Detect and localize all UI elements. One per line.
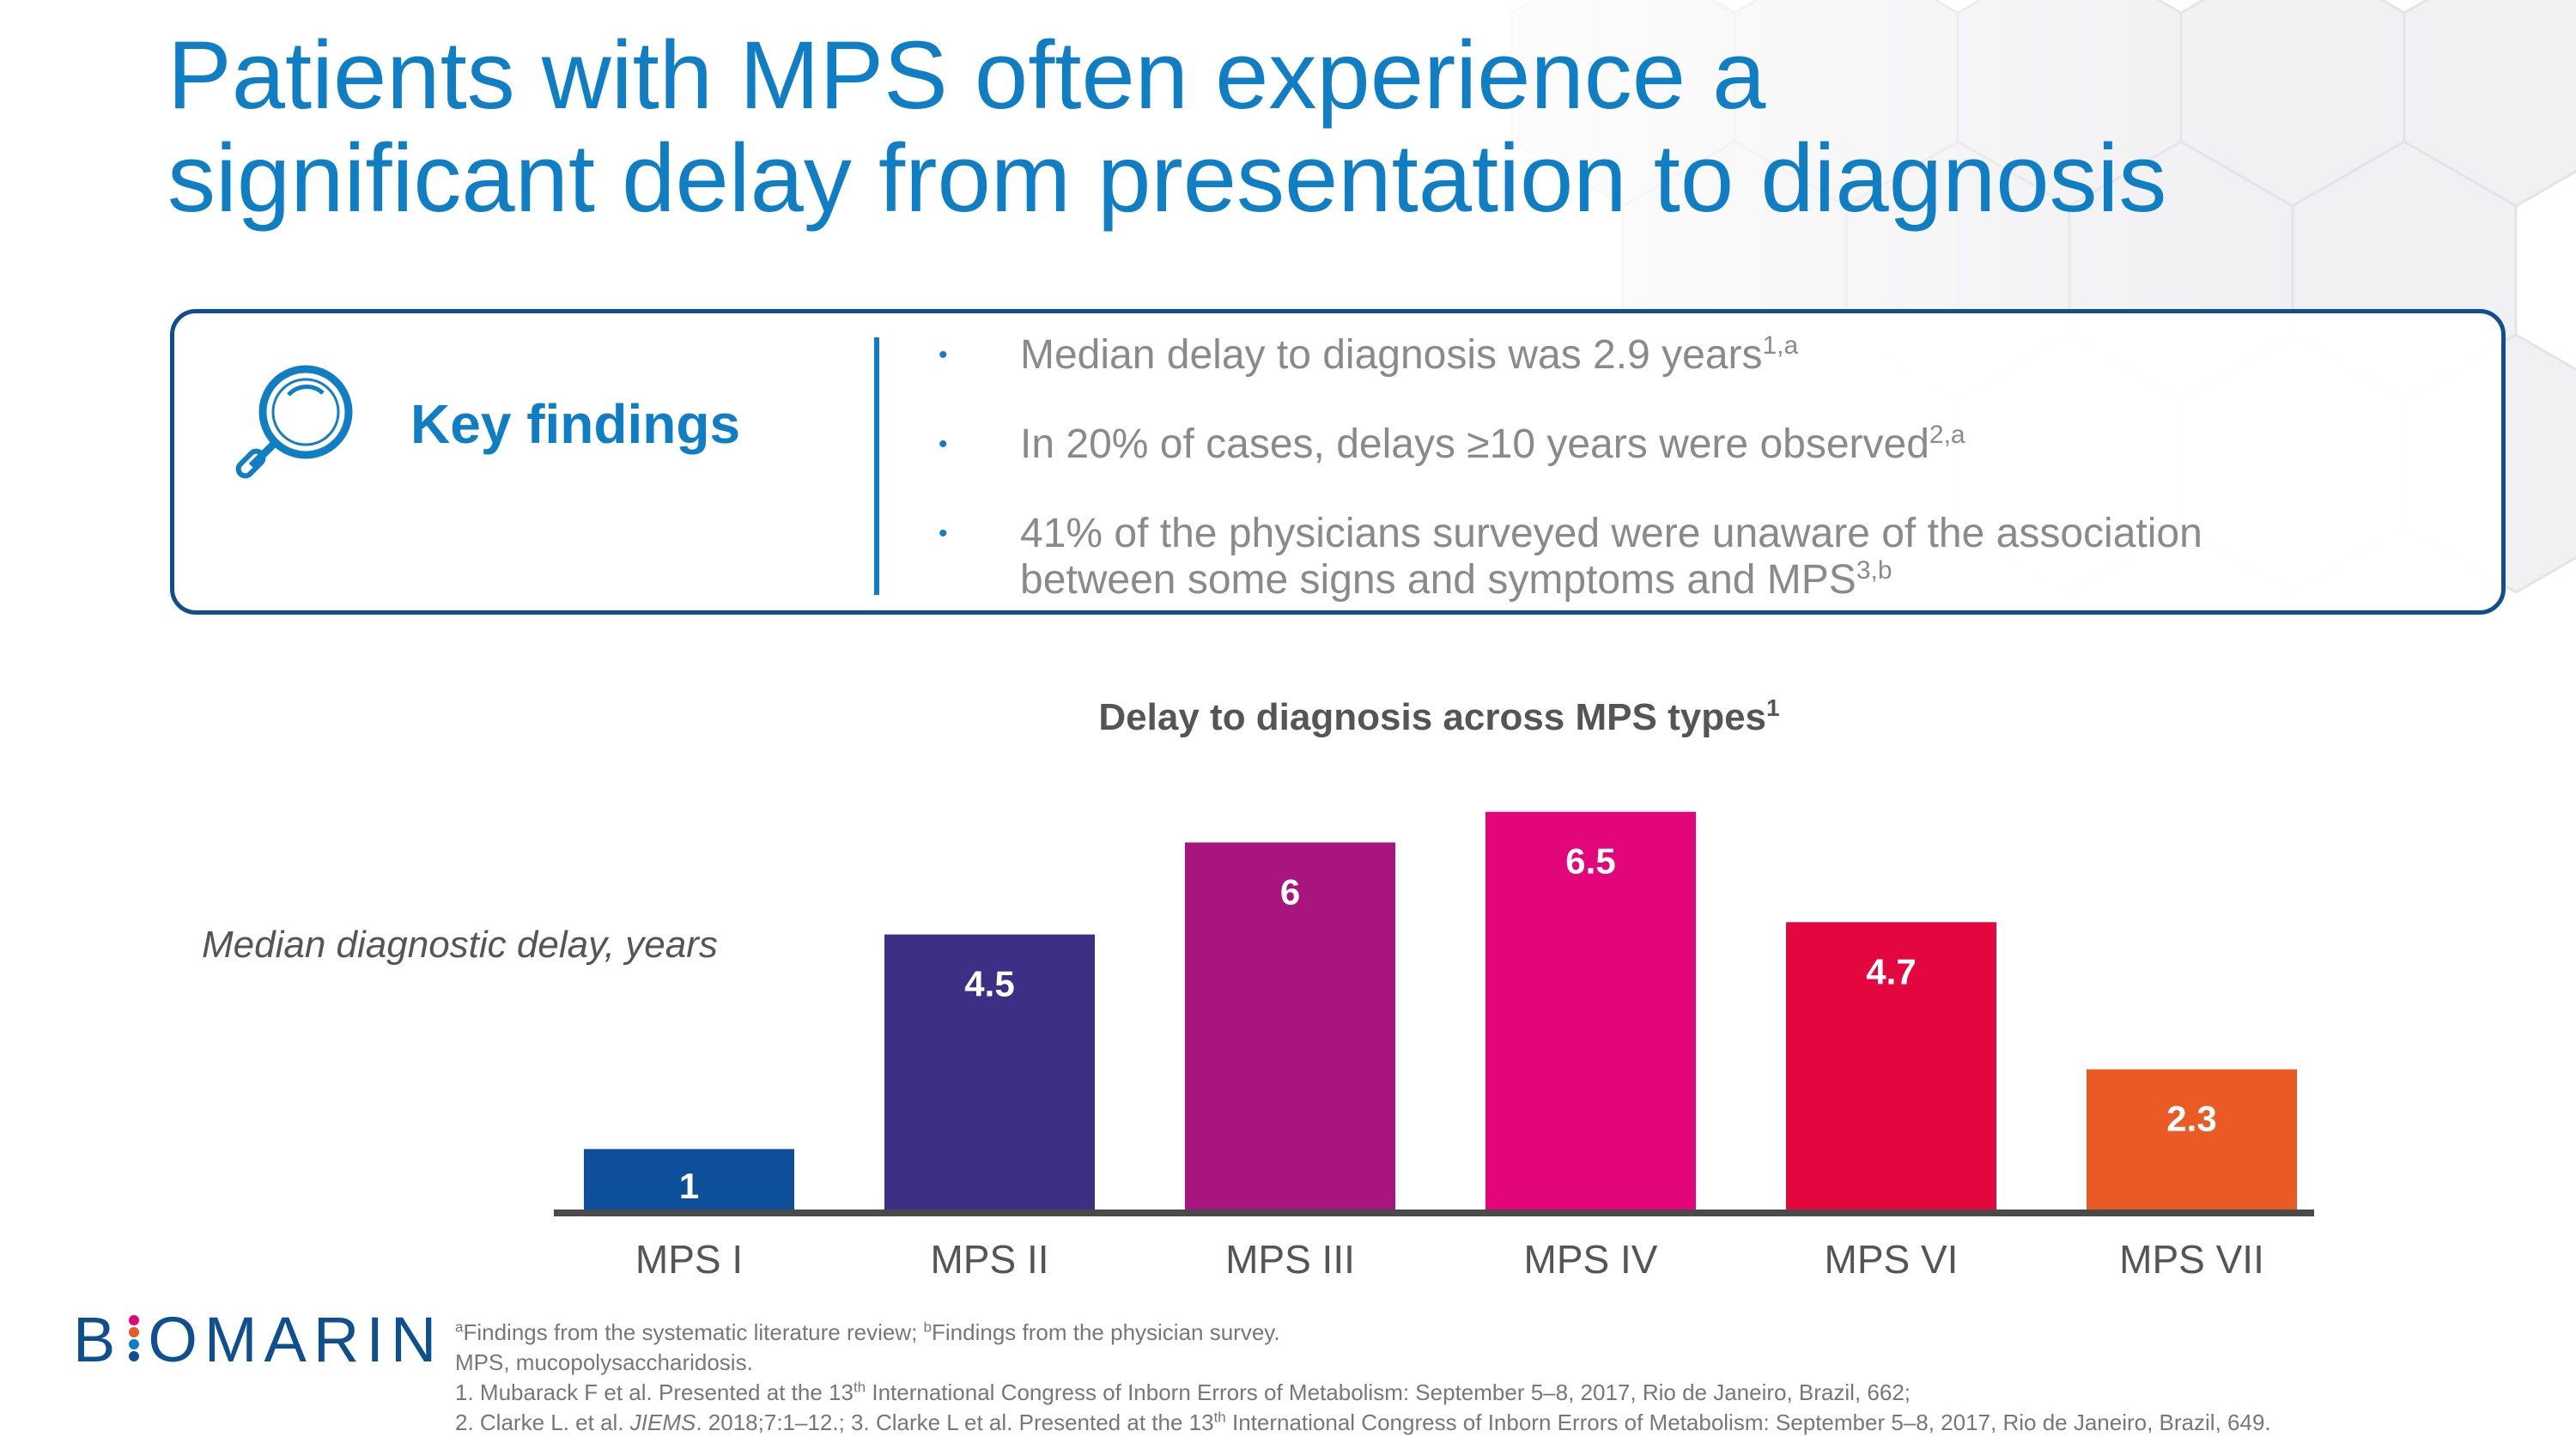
logo-text-right: OMARIN [148,1304,444,1375]
bar-mps-vii [2087,1069,2297,1210]
footnote-findings: aFindings from the systematic literature… [455,1318,2550,1348]
finding-text-line-1: 41% of the physicians surveyed were unaw… [1020,511,2202,556]
footnote-reference-1: 1. Mubarack F et al. Presented at the 13… [455,1379,1911,1405]
data-label: 6.5 [1565,841,1615,882]
bullet: • [939,341,948,369]
logo-dots-icon [125,1313,144,1365]
logo-dot [129,1315,140,1325]
logo-dot [129,1351,140,1361]
bar-mps-ii [884,934,1095,1210]
bar-group: 1 MPS I 4.5 MPS II 6 MPS III 6.5 MPS IV 4.7 MPS V… [584,811,2297,1282]
logo-dot [129,1339,140,1349]
key-findings-divider [874,337,879,595]
finding-ref: 1,a [1762,331,1799,360]
x-tick-label: MPS II [930,1237,1048,1282]
footnote-abbreviation: MPS, mucopolysaccharidosis. [455,1349,753,1375]
bar-mps-iii [1185,842,1395,1210]
logo-dot [129,1327,140,1337]
finding-item: • Median delay to diagnosis was 2.9 year… [939,331,2428,379]
footnote-marker-b: b [923,1319,933,1336]
x-tick-label: MPS IV [1524,1237,1658,1282]
x-tick-label: MPS VII [2119,1237,2264,1282]
magnifier-icon [235,365,353,479]
finding-text: Median delay to diagnosis was 2.9 years [1020,332,1763,378]
finding-ref: 3,b [1856,556,1893,585]
biomarin-logo: B OMARIN [73,1303,443,1376]
title-line-1: Patients with MPS often experience a [167,21,1766,129]
key-findings-heading: Key findings [410,393,741,455]
footnotes: aFindings from the systematic literature… [455,1318,2550,1438]
data-label: 4.5 [964,964,1014,1004]
data-label: 1 [679,1166,699,1206]
data-label: 6 [1280,871,1300,912]
finding-ref: 2,a [1929,421,1965,449]
key-findings-box: Key findings • Median delay to diagnosis… [170,309,2506,615]
data-label: 4.7 [1866,951,1916,991]
chart-title: Delay to diagnosis across MPS types1 [1098,694,1779,738]
footnote-b-text: Findings from the physician survey. [932,1319,1280,1345]
finding-text: In 20% of cases, delays ≥10 years were o… [1020,421,1929,467]
finding-text-line-2: between some signs and symptoms and MPS [1020,557,1856,603]
footnote-reference-2: 2. Clarke L. et al. JIEMS. 2018;7:1–12.;… [455,1409,2271,1435]
bar-mps-i [584,1149,794,1210]
bullet: • [939,519,948,548]
title-line-2: significant delay from presentation to d… [167,124,2167,232]
key-findings-list: • Median delay to diagnosis was 2.9 year… [939,331,2428,646]
data-label: 2.3 [2166,1099,2216,1139]
delay-bar-chart: Delay to diagnosis across MPS types1 Med… [202,694,2314,1282]
logo-text-left: B [73,1304,123,1375]
finding-item: • In 20% of cases, delays ≥10 years were… [939,421,2428,468]
x-tick-label: MPS VI [1825,1237,1959,1282]
footnote-a-text: Findings from the systematic literature … [463,1319,924,1345]
x-tick-label: MPS I [635,1237,743,1282]
page-title: Patients with MPS often experience a sig… [167,24,2314,230]
bullet: • [939,430,948,458]
bar-mps-iv [1485,811,1696,1210]
y-axis-label: Median diagnostic delay, years [202,924,718,966]
footnote-marker-a: a [455,1319,464,1336]
finding-item: • 41% of the physicians surveyed were un… [939,511,2428,603]
bar-mps-vi [1786,922,1996,1210]
x-tick-label: MPS III [1225,1237,1355,1282]
